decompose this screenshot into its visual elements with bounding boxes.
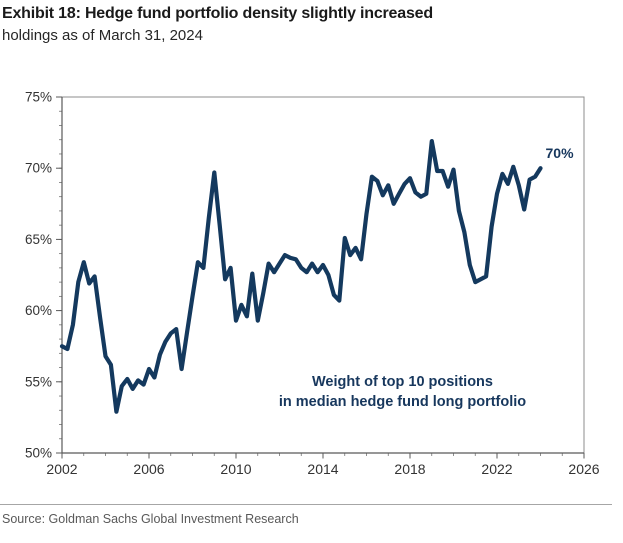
series-annotation: Weight of top 10 positions in median hed…: [230, 372, 575, 412]
y-axis-label: 70%: [25, 161, 52, 176]
end-value-label: 70%: [546, 145, 575, 161]
y-axis-label: 50%: [25, 446, 52, 461]
x-axis-label: 2026: [568, 461, 599, 477]
x-axis-label: 2014: [307, 461, 338, 477]
y-axis-label: 60%: [25, 303, 52, 318]
x-axis-label: 2006: [133, 461, 164, 477]
y-axis-label: 55%: [25, 374, 52, 389]
annotation-line2: in median hedge fund long portfolio: [278, 394, 527, 410]
exhibit-subtitle: holdings as of March 31, 2024: [2, 27, 203, 44]
x-axis-label: 2002: [46, 461, 77, 477]
annotation-line1: Weight of top 10 positions: [312, 374, 493, 390]
source-divider: [0, 504, 612, 505]
exhibit-title: Exhibit 18: Hedge fund portfolio density…: [2, 5, 433, 22]
x-axis-label: 2022: [481, 461, 512, 477]
y-axis-label: 75%: [25, 90, 52, 105]
series-line: [59, 139, 543, 414]
x-axis-label: 2010: [220, 461, 251, 477]
y-axis-label: 65%: [25, 232, 52, 247]
source-text: Source: Goldman Sachs Global Investment …: [2, 512, 299, 526]
x-axis-label: 2018: [394, 461, 425, 477]
